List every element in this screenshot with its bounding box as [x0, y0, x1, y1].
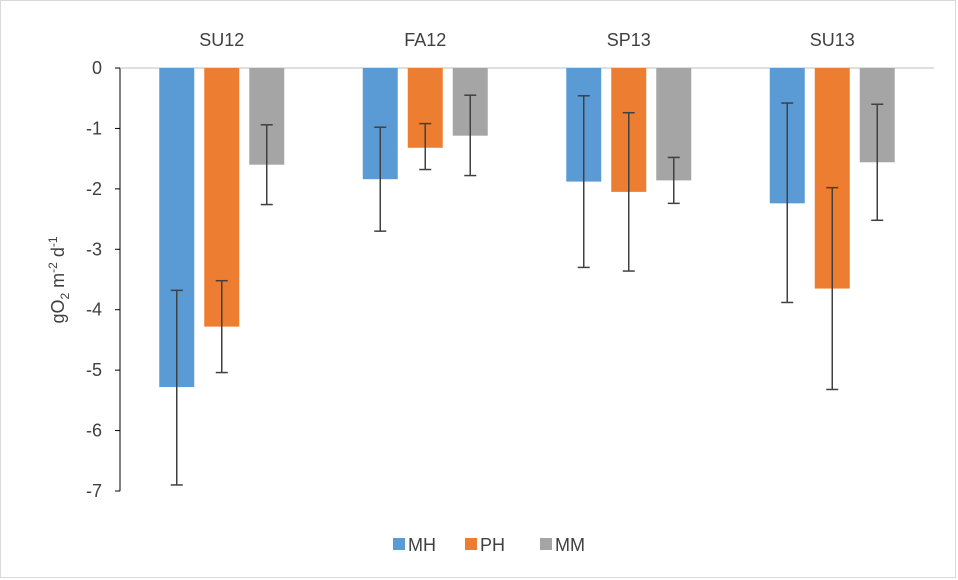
- legend-label: MH: [408, 535, 436, 555]
- y-tick-label: -5: [86, 360, 102, 380]
- error-bars: [170, 94, 884, 486]
- category-label: SP13: [607, 30, 651, 50]
- category-label: SU12: [199, 30, 244, 50]
- legend-swatch: [393, 538, 405, 550]
- y-tick-label: -6: [86, 421, 102, 441]
- legend-swatch: [465, 538, 477, 550]
- y-label-base: gO: [48, 300, 68, 324]
- bars: [159, 68, 895, 388]
- y-label-sub1: 2: [58, 293, 72, 300]
- svg-text:gO2 m-2 d-1: gO2 m-2 d-1: [46, 236, 72, 323]
- y-tick-label: -3: [86, 239, 102, 259]
- legend-label: MM: [555, 535, 585, 555]
- y-tick-label: -2: [86, 179, 102, 199]
- y-label-mid2: d: [48, 247, 68, 262]
- axes: 0 -1 -2 -3 -4 -5 -6 -7: [86, 58, 934, 501]
- category-label: FA12: [404, 30, 446, 50]
- legend: MH PH MM: [393, 535, 585, 555]
- y-tick-label: 0: [92, 58, 102, 78]
- y-label-sup2: -1: [46, 236, 60, 247]
- category-label: SU13: [810, 30, 855, 50]
- y-tick-label: -7: [86, 481, 102, 501]
- legend-label: PH: [480, 535, 505, 555]
- y-axis-label: gO2 m-2 d-1: [46, 236, 72, 323]
- y-label-sup1: -2: [46, 262, 60, 273]
- category-labels: SU12 FA12 SP13 SU13: [199, 30, 855, 50]
- y-tick-label: -4: [86, 300, 102, 320]
- y-label-mid: m: [48, 273, 68, 293]
- legend-swatch: [540, 538, 552, 550]
- y-tick-label: -1: [86, 118, 102, 138]
